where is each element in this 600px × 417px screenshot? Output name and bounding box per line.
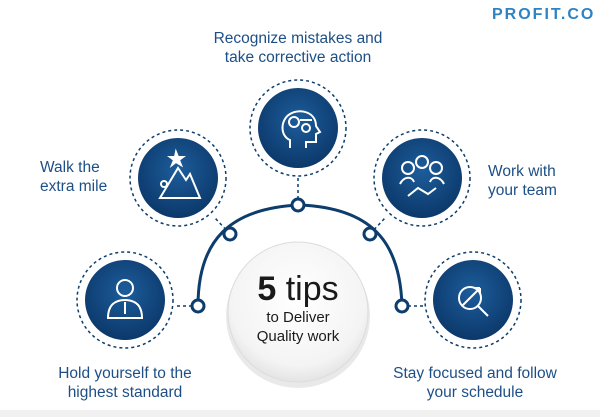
brand-logo: PROFIT.CO bbox=[492, 6, 596, 23]
person-badge-icon bbox=[106, 279, 144, 319]
tip-label-walk: Walk the extra mile bbox=[40, 159, 108, 195]
arc-node bbox=[394, 298, 410, 314]
center-headline: 5 tips bbox=[228, 270, 368, 308]
footer-bar bbox=[0, 410, 600, 417]
tip-label-recognize: Recognize mistakes and take corrective a… bbox=[213, 30, 383, 66]
arc-node bbox=[362, 226, 378, 242]
head-gears-icon bbox=[281, 110, 322, 148]
center-title: 5 tips to Deliver Quality work bbox=[228, 270, 368, 346]
tip-label-team: Work with your team bbox=[488, 163, 557, 199]
tip-label-focus: Stay focused and follow your schedule bbox=[393, 365, 557, 401]
tip-circle-focus bbox=[424, 251, 522, 349]
center-number: 5 bbox=[257, 270, 277, 308]
tip-circle-hold bbox=[76, 251, 174, 349]
arc-node bbox=[290, 197, 306, 213]
connector-line bbox=[214, 217, 231, 235]
tip-circle-walk bbox=[129, 129, 227, 227]
arc-node bbox=[222, 226, 238, 242]
tip-circle-team bbox=[373, 129, 471, 227]
center-circle bbox=[227, 241, 369, 383]
center-line-3: Quality work bbox=[256, 328, 340, 345]
arc-node bbox=[190, 298, 206, 314]
connector-line bbox=[369, 217, 386, 235]
center-word: tips bbox=[285, 270, 339, 308]
team-handshake-icon bbox=[399, 155, 445, 197]
center-line-2: to Deliver bbox=[266, 309, 330, 326]
magnifier-target-icon bbox=[458, 286, 489, 317]
tip-circle-recognize bbox=[249, 79, 347, 177]
tip-label-hold: Hold yourself to the highest standard bbox=[58, 365, 192, 401]
mountain-star-icon bbox=[158, 148, 202, 199]
